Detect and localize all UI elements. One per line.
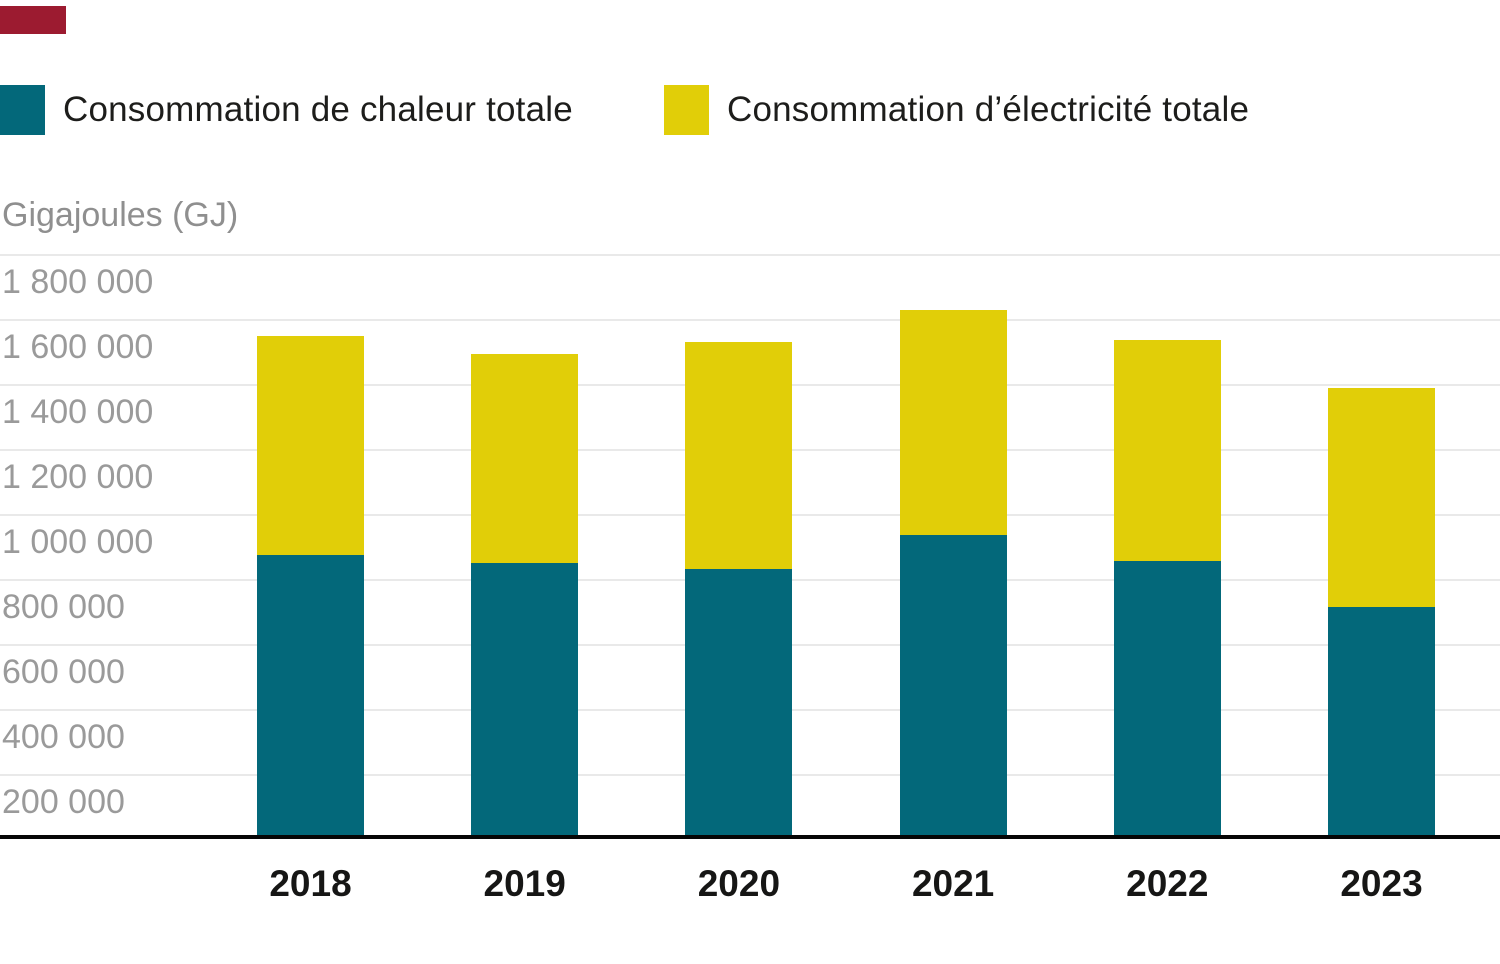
bar-segment-heat-2023 xyxy=(1328,606,1435,835)
y-axis-tick-label: 600 000 xyxy=(2,653,125,691)
y-axis-tick-label: 400 000 xyxy=(2,718,125,756)
x-axis-tick-label: 2020 xyxy=(697,863,781,904)
y-axis-tick-label: 1 600 000 xyxy=(2,328,154,366)
y-axis-title: Gigajoules (GJ) xyxy=(2,196,239,234)
bar-segment-heat-2019 xyxy=(471,562,579,835)
y-axis-tick-label: 1 200 000 xyxy=(2,458,154,496)
bar-segment-heat-2020 xyxy=(685,569,793,835)
legend-label-heat: Consommation de chaleur totale xyxy=(63,90,573,129)
bar-segment-electricity-2021 xyxy=(899,310,1007,536)
gridline xyxy=(0,319,1500,321)
y-axis-tick-label: 1 000 000 xyxy=(2,523,154,561)
legend-label-electricity: Consommation d’électricité totale xyxy=(727,90,1250,129)
bar-segment-electricity-2023 xyxy=(1328,387,1435,607)
legend-item-heat[interactable]: Consommation de chaleur totale xyxy=(0,83,573,137)
bar-segment-electricity-2019 xyxy=(471,354,579,563)
legend-swatch-heat-icon xyxy=(0,85,45,135)
legend-swatch-electricity-icon xyxy=(664,85,709,135)
x-axis-tick-label: 2019 xyxy=(483,863,566,904)
x-axis-tick-label: 2023 xyxy=(1340,863,1423,904)
y-axis-tick-label: 1 400 000 xyxy=(2,393,154,431)
brand-accent-bar xyxy=(0,6,66,34)
bar-segment-electricity-2022 xyxy=(1113,340,1221,562)
bar-segment-heat-2018 xyxy=(257,554,364,835)
gridline xyxy=(0,254,1500,256)
y-axis-tick-label: 1 800 000 xyxy=(2,263,154,301)
y-axis-tick-label: 800 000 xyxy=(2,588,125,626)
bar-segment-electricity-2018 xyxy=(257,335,364,555)
x-axis-tick-label: 2018 xyxy=(269,863,352,904)
bar-segment-heat-2021 xyxy=(899,535,1007,835)
bar-segment-heat-2022 xyxy=(1113,561,1221,835)
x-axis-tick-label: 2022 xyxy=(1126,863,1209,904)
x-axis-line xyxy=(0,835,1500,839)
y-axis-tick-label: 200 000 xyxy=(2,783,125,821)
legend-item-electricity[interactable]: Consommation d’électricité totale xyxy=(664,83,1249,137)
bar-segment-electricity-2020 xyxy=(685,341,793,570)
x-axis-tick-label: 2021 xyxy=(911,863,995,904)
